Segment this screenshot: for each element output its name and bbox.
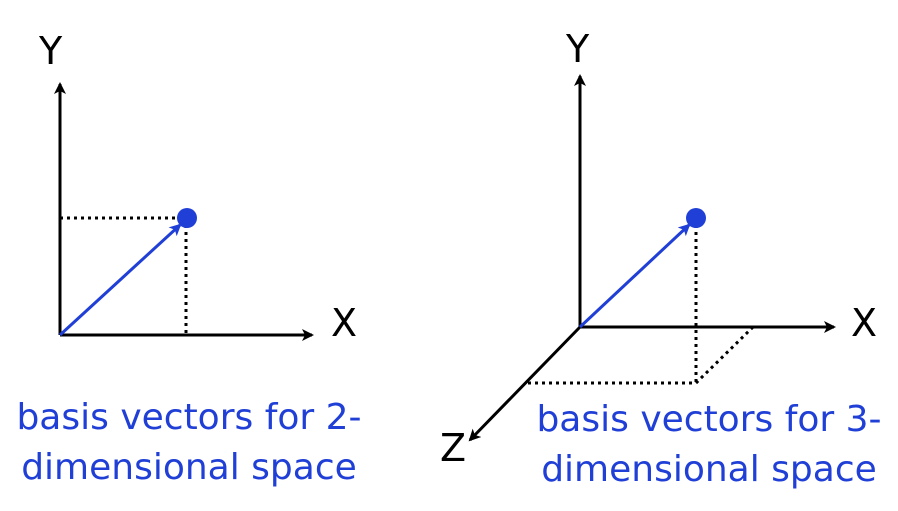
point-3d bbox=[686, 208, 706, 228]
caption-3d-line2: dimensional space bbox=[541, 449, 877, 490]
projection-floor-x-3d bbox=[694, 325, 755, 385]
caption-2d: basis vectors for 2- dimensional space bbox=[0, 393, 378, 493]
y-axis-label-3d: Y bbox=[565, 27, 590, 71]
caption-3d: basis vectors for 3- dimensional space bbox=[520, 395, 898, 495]
z-axis-3d bbox=[468, 325, 582, 442]
caption-2d-line1: basis vectors for 2- bbox=[16, 397, 362, 438]
y-axis-label-2d: Y bbox=[38, 29, 63, 73]
diagram-3d: Y X Z bbox=[440, 27, 877, 470]
z-axis-label-3d: Z bbox=[440, 426, 466, 470]
basis-vector-3d bbox=[578, 223, 691, 329]
diagram-2d: Y X bbox=[38, 29, 357, 345]
x-axis-label-3d: X bbox=[851, 301, 877, 345]
caption-3d-line1: basis vectors for 3- bbox=[536, 399, 882, 440]
basis-vector-2d bbox=[58, 223, 182, 337]
caption-2d-line2: dimensional space bbox=[21, 447, 357, 488]
point-2d bbox=[177, 208, 197, 228]
x-axis-label-2d: X bbox=[331, 301, 357, 345]
